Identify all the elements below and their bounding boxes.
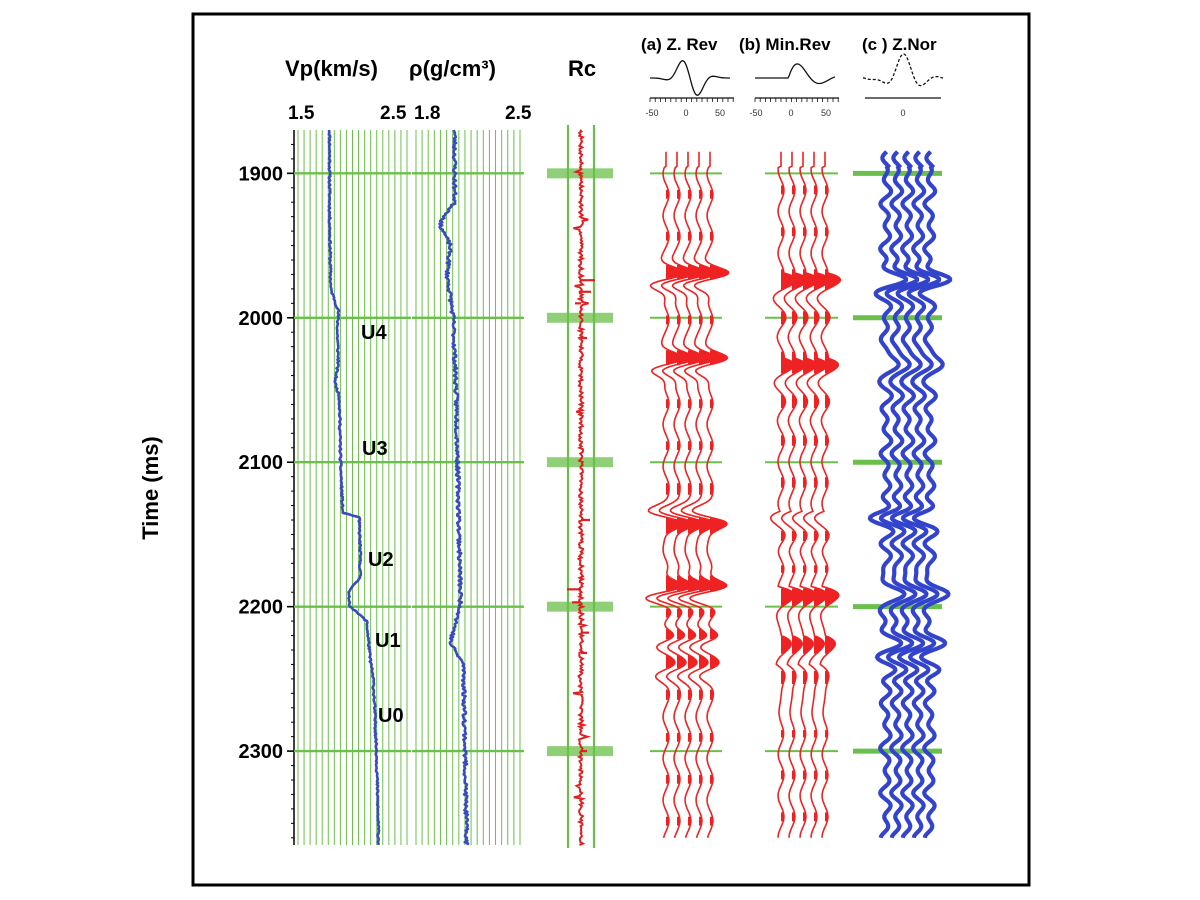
wavelet-c-inset: (c ) Z.Nor 0 [862, 35, 944, 118]
vp-tick-min: 1.5 [288, 103, 315, 124]
rho-track-grid [412, 130, 524, 845]
seismic-trace [878, 150, 920, 839]
wavelet-title: (b) Min.Rev [739, 35, 831, 54]
seismic-trace-fill [699, 189, 718, 826]
rho-tick-min: 1.8 [414, 103, 440, 124]
seismogram-panel-2 [765, 151, 842, 838]
seismic-trace [911, 150, 953, 839]
wavelet-b-inset: (b) Min.Rev -50 0 50 [739, 35, 839, 118]
time-tick-label: 2100 [239, 452, 284, 474]
seismic-trace-fill [781, 185, 797, 822]
seismic-trace-fill [666, 189, 685, 826]
time-axis-tick-labels: 1900 2000 2100 2200 2300 [239, 163, 284, 763]
wavelet-tick-label: 0 [788, 108, 793, 118]
wavelet-tick-label: 0 [900, 108, 905, 118]
rho-track-title: ρ(g/cm³) [409, 56, 496, 81]
seismic-trace-fill [803, 185, 819, 822]
time-axis-minor-ticks [287, 143, 294, 839]
rc-track [547, 125, 613, 848]
rc-marker-band [547, 601, 613, 612]
time-tick-label: 2300 [239, 741, 284, 763]
time-tick-label: 2000 [239, 308, 284, 330]
seismic-trace [780, 151, 809, 838]
wavelet-tick-label: 50 [821, 108, 831, 118]
seismic-trace-fill [792, 185, 808, 822]
wavelet-title: (c ) Z.Nor [862, 35, 937, 54]
wavelet-tick-label: 0 [683, 108, 688, 118]
seismogram-panel-3 [853, 150, 953, 839]
seismic-trace [867, 150, 909, 839]
time-tick-label: 1900 [239, 163, 284, 185]
seismic-trace [889, 150, 931, 839]
rc-marker-band [547, 457, 613, 468]
time-axis: 1900 2000 2100 2200 2300 Time (ms) [138, 130, 295, 845]
log-tracks [294, 125, 613, 848]
seismic-trace-fill [710, 189, 729, 826]
synthetic-seismograms [644, 150, 953, 839]
time-axis-label: Time (ms) [138, 436, 163, 540]
wavelet-insets: (a) Z. Rev -50 0 50 (b) Min.Rev -50 0 50 (c ) Z.… [641, 35, 944, 118]
wavelet-a-inset: (a) Z. Rev -50 0 50 [641, 35, 734, 118]
seismic-trace [900, 150, 942, 839]
time-tick-label: 2200 [239, 597, 284, 619]
rho-log-curve [438, 129, 470, 846]
seismic-trace [802, 151, 831, 838]
seismogram-panel-1 [644, 151, 730, 839]
unit-label: U1 [375, 630, 401, 652]
rc-track-title: Rc [568, 56, 596, 81]
seismic-trace [791, 151, 820, 838]
wavelet-tick-label: 50 [715, 108, 725, 118]
unit-label: U2 [368, 549, 394, 571]
seismic-trace-fill [688, 189, 707, 826]
wavelet-tick-label: -50 [645, 108, 658, 118]
seismic-trace [813, 151, 842, 838]
seismic-trace-fill [677, 189, 696, 826]
wavelet-tick-label: -50 [749, 108, 762, 118]
vp-track-title: Vp(km/s) [285, 56, 378, 81]
unit-label: U4 [361, 322, 387, 344]
wavelet-curve [755, 63, 836, 85]
seismic-trace-fill [814, 185, 830, 822]
rho-tick-max: 2.5 [505, 103, 532, 124]
seismic-trace-fill [825, 185, 841, 822]
wavelet-curve [650, 60, 730, 96]
vp-tick-max: 2.5 [380, 103, 407, 124]
seismic-trace [769, 151, 798, 838]
unit-labels: U4 U3 U2 U1 U0 [361, 322, 404, 727]
rc-trace [572, 129, 592, 846]
unit-label: U0 [378, 705, 404, 727]
vp-log-curve [327, 130, 381, 846]
vp-track-grid [294, 130, 411, 845]
unit-label: U3 [362, 438, 388, 460]
wavelet-title: (a) Z. Rev [641, 35, 718, 54]
